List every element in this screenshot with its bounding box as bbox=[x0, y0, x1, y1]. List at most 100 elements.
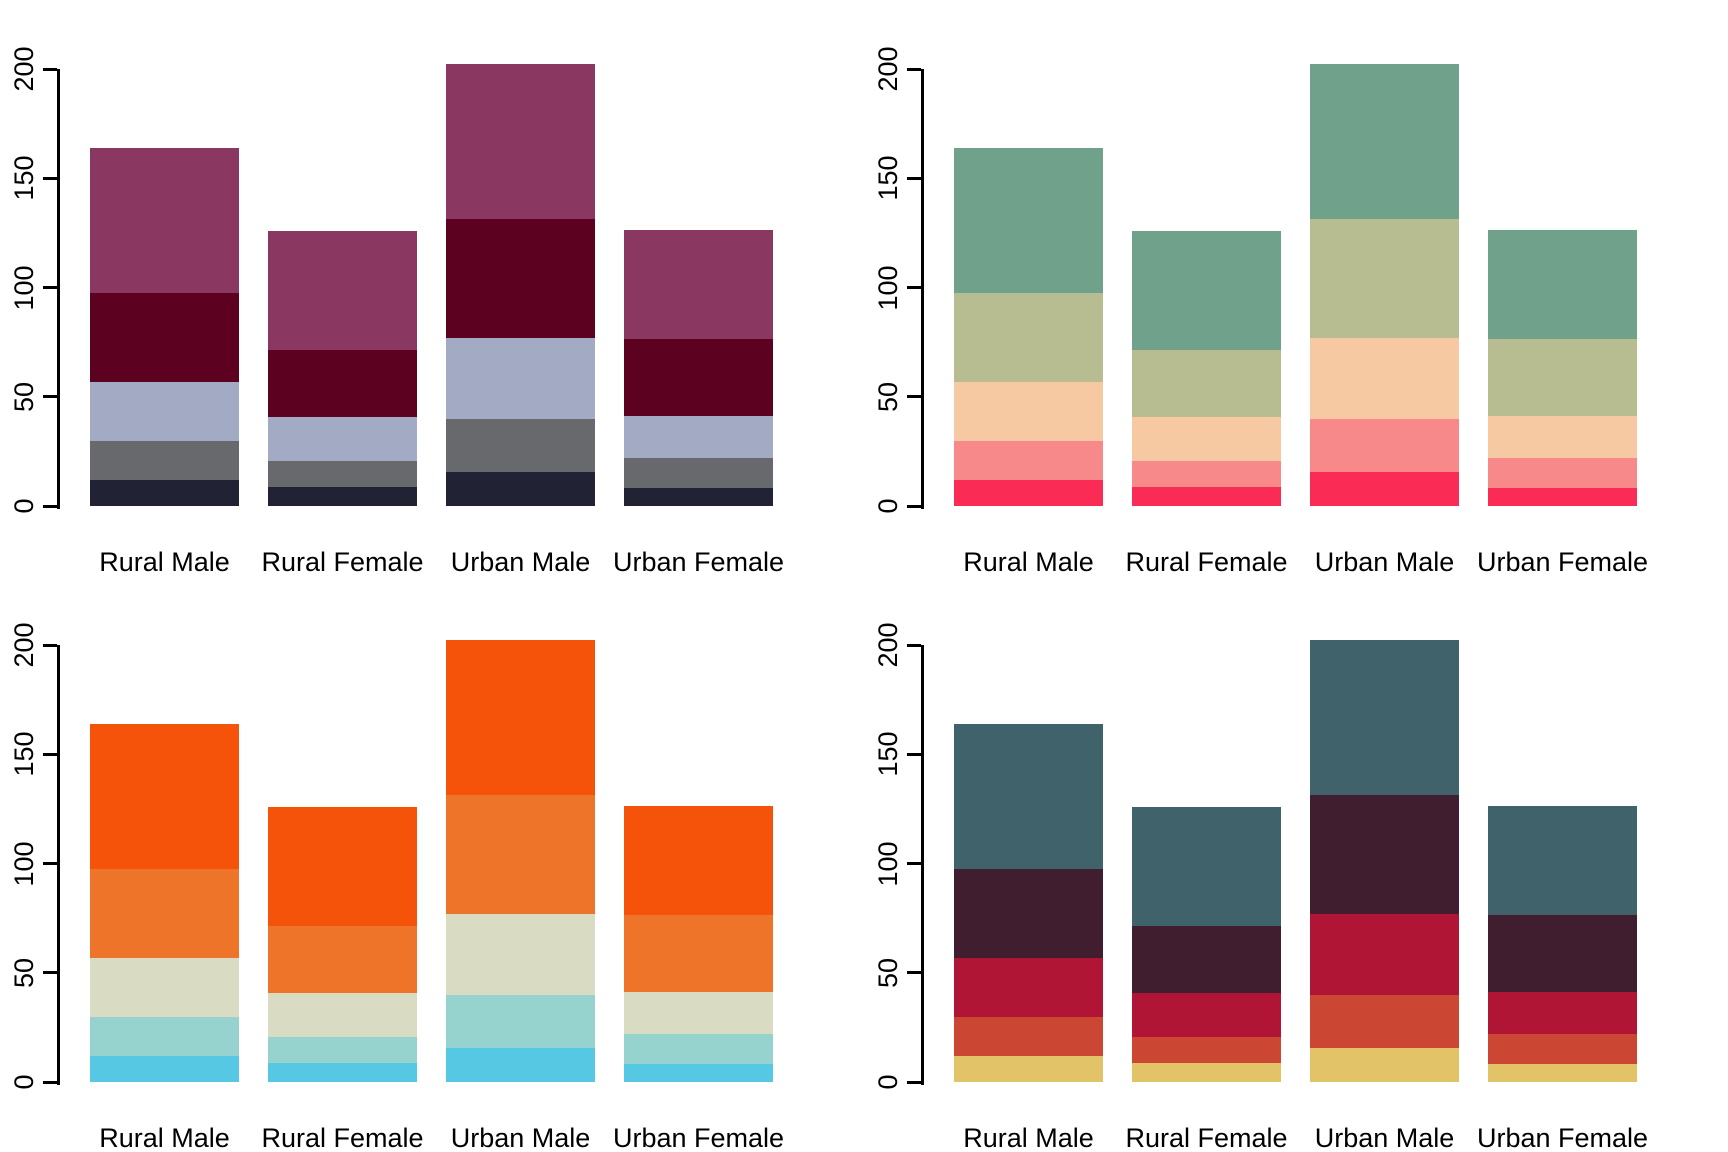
y-tick bbox=[43, 395, 57, 399]
x-category-label: Rural Female bbox=[1125, 547, 1288, 577]
bar-segment bbox=[1310, 639, 1459, 796]
bar-segment bbox=[1488, 229, 1637, 340]
bar-segment bbox=[1488, 1063, 1637, 1082]
x-category-label: Rural Male bbox=[99, 547, 230, 577]
y-tick-label: 50 bbox=[9, 381, 39, 412]
bar-segment bbox=[1488, 1033, 1637, 1064]
y-tick-label: 50 bbox=[873, 381, 903, 412]
x-category-label: Urban Female bbox=[612, 1123, 785, 1152]
bar-bottom-right-2 bbox=[1310, 639, 1459, 1082]
y-tick bbox=[43, 643, 57, 647]
bar-segment bbox=[954, 724, 1103, 869]
y-tick-label: 200 bbox=[873, 622, 903, 668]
x-category-label: Urban Male bbox=[1314, 547, 1455, 577]
bar-top-right-0 bbox=[954, 148, 1103, 506]
bar-segment bbox=[268, 486, 417, 506]
y-tick bbox=[907, 176, 921, 180]
y-tick bbox=[43, 67, 57, 71]
bar-segment bbox=[90, 148, 239, 293]
x-category-label: Rural Male bbox=[99, 1123, 230, 1152]
y-tick-label: 100 bbox=[9, 840, 39, 887]
bar-bottom-left-3 bbox=[624, 805, 773, 1082]
bar-segment bbox=[268, 806, 417, 926]
x-category-label: Urban Female bbox=[1476, 547, 1649, 577]
x-category-label: Urban Female bbox=[1476, 1123, 1649, 1152]
bar-segment bbox=[1310, 63, 1459, 220]
y-tick bbox=[907, 504, 921, 508]
bar-segment bbox=[446, 995, 595, 1049]
bar-segment bbox=[90, 868, 239, 959]
bar-segment bbox=[268, 1062, 417, 1082]
bar-segment bbox=[1310, 914, 1459, 996]
bar-segment bbox=[1310, 995, 1459, 1049]
bar-segment bbox=[624, 457, 773, 488]
y-tick bbox=[43, 971, 57, 975]
bar-segment bbox=[954, 292, 1103, 383]
bar-segment bbox=[624, 487, 773, 506]
bar-segment bbox=[954, 148, 1103, 293]
x-category-label: Rural Female bbox=[261, 547, 424, 577]
bar-segment bbox=[1488, 457, 1637, 488]
y-tick bbox=[43, 286, 57, 289]
bar-bottom-left-0 bbox=[90, 724, 239, 1082]
bar-segment bbox=[268, 230, 417, 350]
y-tick-label: 50 bbox=[9, 957, 39, 988]
y-tick-label: 0 bbox=[9, 1074, 39, 1090]
bar-segment bbox=[446, 1048, 595, 1082]
bar-segment bbox=[954, 958, 1103, 1017]
bar-segment bbox=[1488, 915, 1637, 992]
bar-segment bbox=[268, 417, 417, 462]
y-tick-label: 0 bbox=[873, 498, 903, 514]
bar-top-right-1 bbox=[1132, 230, 1281, 506]
bar-bottom-right-1 bbox=[1132, 806, 1281, 1082]
y-tick bbox=[907, 971, 921, 975]
x-category-label: Urban Female bbox=[612, 547, 785, 577]
bar-segment bbox=[1310, 472, 1459, 506]
bar-segment bbox=[446, 219, 595, 339]
bar-segment bbox=[268, 993, 417, 1038]
y-tick-label: 200 bbox=[9, 622, 39, 668]
y-axis-line bbox=[921, 645, 924, 1085]
bar-bottom-right-3 bbox=[1488, 805, 1637, 1082]
bar-segment bbox=[446, 63, 595, 220]
bar-segment bbox=[1488, 487, 1637, 506]
bar-segment bbox=[446, 472, 595, 506]
y-tick bbox=[43, 862, 57, 865]
bar-segment bbox=[624, 339, 773, 416]
bar-segment bbox=[624, 229, 773, 340]
bar-segment bbox=[90, 1016, 239, 1057]
y-tick bbox=[907, 67, 921, 71]
y-tick bbox=[907, 1080, 921, 1084]
bar-segment bbox=[446, 419, 595, 473]
bar-segment bbox=[1132, 925, 1281, 994]
y-tick bbox=[907, 286, 921, 289]
y-tick bbox=[43, 504, 57, 508]
bar-segment bbox=[90, 958, 239, 1017]
y-tick-label: 200 bbox=[873, 46, 903, 92]
bar-segment bbox=[624, 991, 773, 1034]
y-tick-label: 100 bbox=[9, 264, 39, 311]
bar-segment bbox=[90, 440, 239, 481]
bar-segment bbox=[954, 868, 1103, 959]
bar-segment bbox=[268, 349, 417, 418]
chart-panel-bottom-left: 0 50 100 150 200 Rural Male Rural Female Urban … bbox=[0, 576, 864, 1152]
bar-segment bbox=[90, 724, 239, 869]
y-tick bbox=[43, 1080, 57, 1084]
bar-segment bbox=[268, 925, 417, 994]
y-axis-line bbox=[57, 645, 60, 1085]
bar-segment bbox=[624, 915, 773, 992]
bar-segment bbox=[1132, 993, 1281, 1038]
bar-segment bbox=[1310, 419, 1459, 473]
bar-segment bbox=[90, 292, 239, 383]
bar-segment bbox=[1132, 486, 1281, 506]
bar-segment bbox=[268, 461, 417, 487]
x-category-label: Rural Female bbox=[1125, 1123, 1288, 1152]
bar-segment bbox=[954, 1016, 1103, 1057]
y-tick bbox=[907, 643, 921, 647]
y-tick-label: 150 bbox=[9, 155, 39, 201]
x-category-label: Rural Female bbox=[261, 1123, 424, 1152]
y-axis-line bbox=[57, 69, 60, 509]
bar-segment bbox=[624, 1063, 773, 1082]
bar-segment bbox=[1310, 1048, 1459, 1082]
